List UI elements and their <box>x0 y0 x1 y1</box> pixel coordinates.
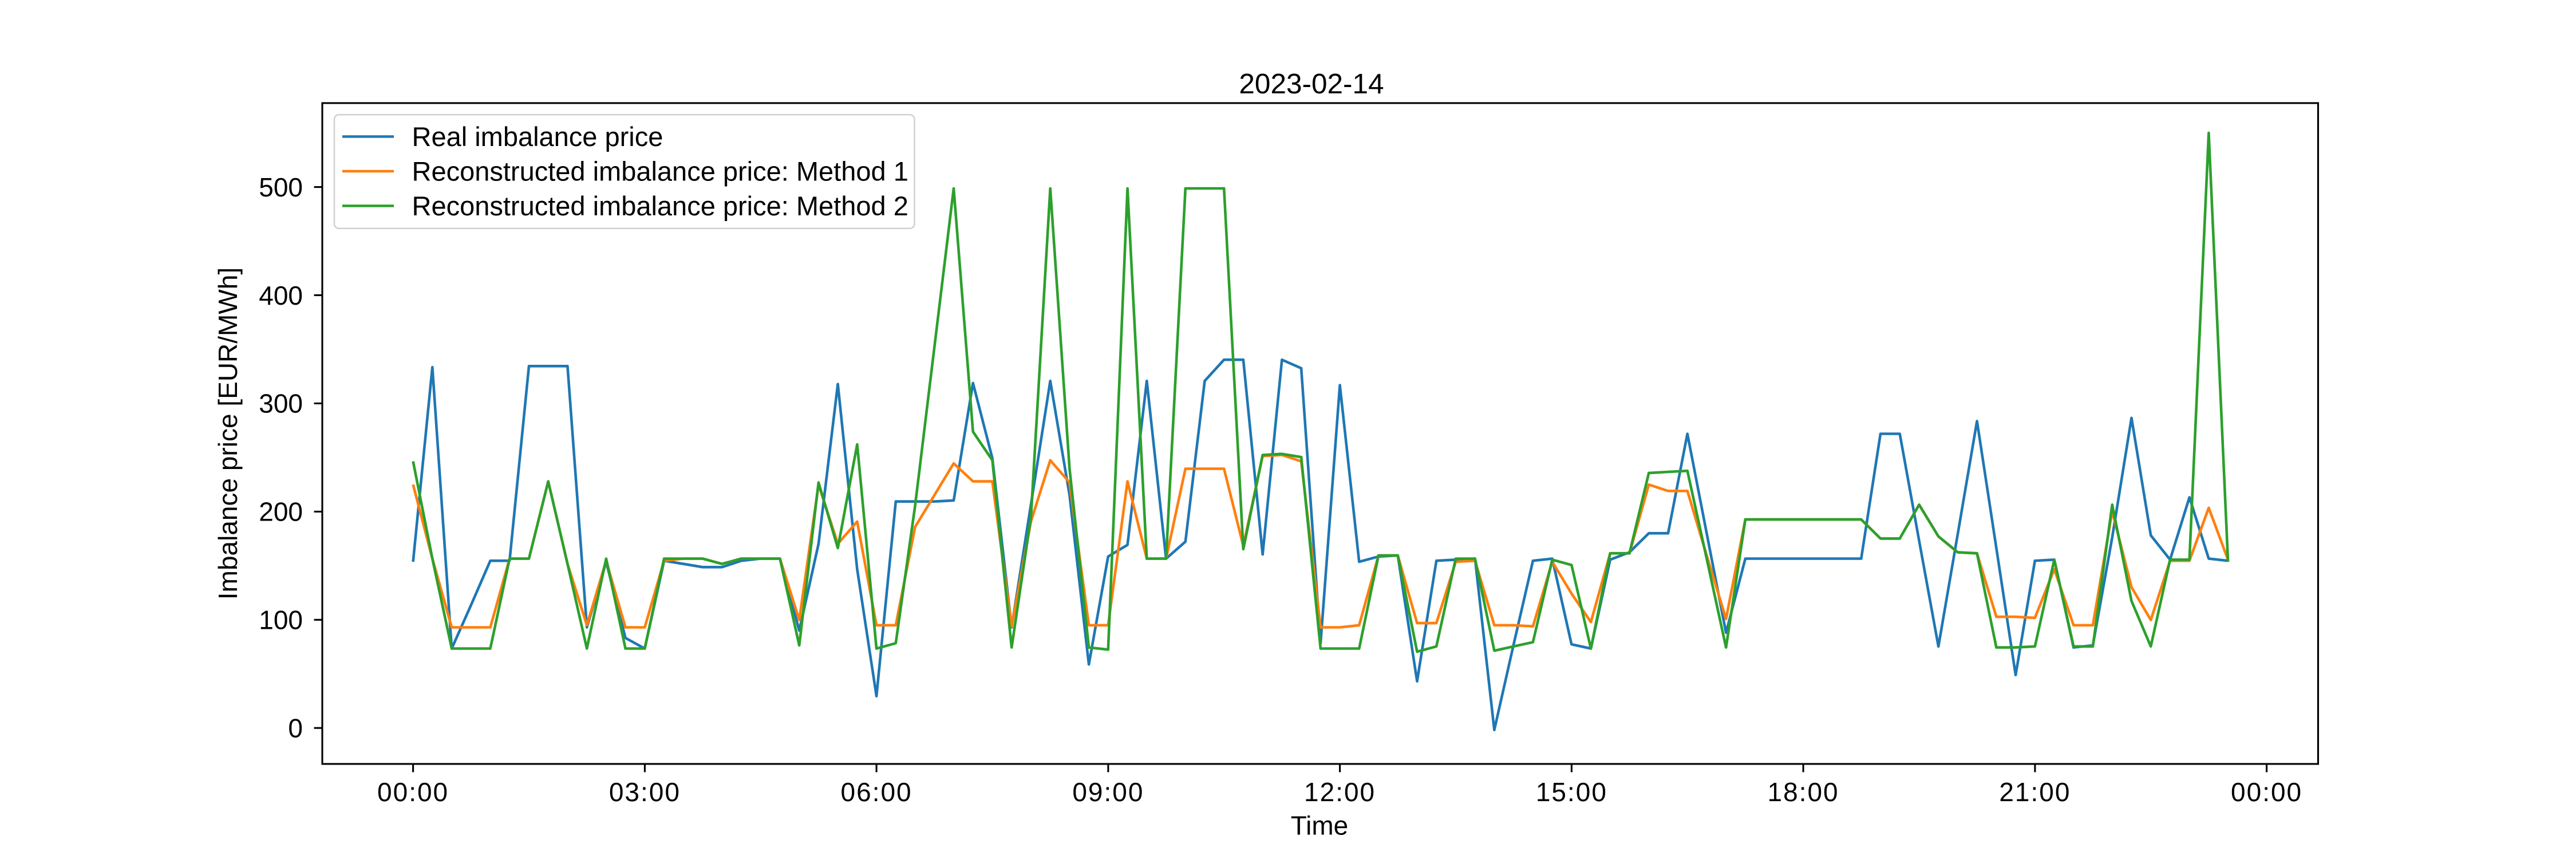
svg-text:03:00: 03:00 <box>609 777 681 807</box>
svg-text:00:00: 00:00 <box>377 777 449 807</box>
svg-text:500: 500 <box>259 172 303 202</box>
svg-text:Imbalance price [EUR/MWh]: Imbalance price [EUR/MWh] <box>213 267 243 600</box>
svg-text:Real imbalance price: Real imbalance price <box>412 121 663 152</box>
svg-text:400: 400 <box>259 281 303 310</box>
svg-text:300: 300 <box>259 389 303 419</box>
svg-text:2023-02-14: 2023-02-14 <box>1239 68 1384 100</box>
svg-text:0: 0 <box>288 714 303 743</box>
svg-text:06:00: 06:00 <box>841 777 912 807</box>
svg-text:200: 200 <box>259 497 303 527</box>
svg-text:18:00: 18:00 <box>1768 777 1839 807</box>
svg-text:00:00: 00:00 <box>2231 777 2302 807</box>
svg-text:12:00: 12:00 <box>1304 777 1376 807</box>
svg-text:100: 100 <box>259 605 303 635</box>
svg-text:Reconstructed imbalance price:: Reconstructed imbalance price: Method 2 <box>412 191 908 221</box>
svg-text:Time: Time <box>1291 811 1349 841</box>
svg-text:15:00: 15:00 <box>1536 777 1607 807</box>
svg-text:09:00: 09:00 <box>1072 777 1144 807</box>
svg-text:Reconstructed imbalance price:: Reconstructed imbalance price: Method 1 <box>412 156 908 186</box>
svg-text:21:00: 21:00 <box>1999 777 2071 807</box>
